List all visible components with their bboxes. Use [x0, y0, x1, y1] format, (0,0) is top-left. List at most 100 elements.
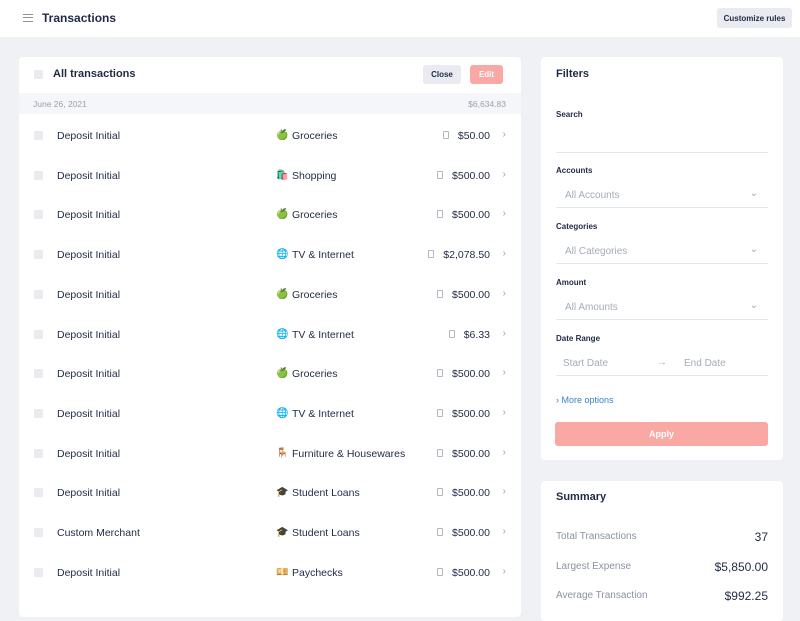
- more-options-text: More options: [561, 395, 614, 405]
- note-icon: [437, 369, 443, 378]
- summary-value: 37: [754, 530, 768, 544]
- merchant: Deposit Initial: [57, 130, 121, 142]
- page-title: Transactions: [42, 11, 117, 25]
- transaction-row[interactable]: Custom Merchant 🎓 Student Loans $500.00 ›: [19, 513, 521, 552]
- category-icon: 🍏: [276, 209, 289, 221]
- transaction-row[interactable]: Deposit Initial 🍏 Groceries $500.00 ›: [19, 275, 521, 314]
- amount-label: Amount: [556, 278, 587, 287]
- filters-title: Filters: [556, 68, 590, 80]
- row-checkbox[interactable]: [34, 289, 43, 299]
- categories-label: Categories: [556, 222, 598, 231]
- end-date: End Date: [684, 358, 726, 369]
- category: Groceries: [292, 130, 338, 142]
- categories-select[interactable]: All Categories ⌄: [556, 238, 768, 264]
- transaction-row[interactable]: Deposit Initial 🌐 TV & Internet $2,078.50 ›: [19, 235, 521, 274]
- accounts-select[interactable]: All Accounts ⌄: [556, 182, 768, 208]
- summary-value: $5,850.00: [714, 559, 768, 574]
- merchant: Deposit Initial: [57, 487, 121, 500]
- chevron: ›: [502, 207, 507, 220]
- merchant: Deposit Initial: [57, 249, 121, 262]
- apply-button[interactable]: Apply: [555, 422, 768, 446]
- top-bar: Transactions Customize rules: [0, 0, 800, 37]
- category-icon: 🍏: [276, 368, 289, 380]
- category-icon: 🎓: [276, 527, 289, 538]
- note-icon: [437, 210, 443, 219]
- row-checkbox[interactable]: [34, 488, 43, 498]
- merchant: Deposit Initial: [57, 566, 121, 579]
- transaction-row[interactable]: Deposit Initial 🍏 Groceries $500.00 ›: [19, 354, 521, 393]
- row-checkbox[interactable]: [34, 329, 43, 339]
- merchant: Deposit Initial: [57, 169, 121, 182]
- amount: $500.00: [452, 407, 490, 420]
- category: Shopping: [292, 169, 337, 182]
- search-input[interactable]: [556, 127, 768, 153]
- transaction-row[interactable]: Deposit Initial 🎓 Student Loans $500.00 ›: [19, 473, 521, 512]
- more-options[interactable]: › More options: [556, 395, 614, 405]
- category-icon: 🌐: [276, 249, 289, 261]
- note-icon: [437, 567, 443, 576]
- row-checkbox[interactable]: [34, 448, 43, 458]
- chevron: ›: [502, 167, 507, 180]
- category: TV & Internet: [292, 328, 354, 341]
- note-icon: [437, 170, 443, 179]
- merchant: Deposit Initial: [57, 288, 121, 301]
- amount-select[interactable]: All Amounts ⌄: [556, 294, 768, 320]
- chevron: ›: [502, 286, 507, 299]
- note-icon: [437, 289, 443, 298]
- transaction-row[interactable]: Deposit Initial 💴 Paychecks $500.00 ›: [19, 553, 521, 592]
- transaction-row[interactable]: Deposit Initial 🪑 Furniture & Housewares $5…: [19, 434, 521, 473]
- close-button[interactable]: Close: [423, 65, 461, 84]
- category: TV & Internet: [292, 407, 354, 420]
- row-checkbox[interactable]: [34, 170, 43, 180]
- amount: $500.00: [452, 209, 490, 222]
- edit-button[interactable]: Edit: [470, 65, 503, 84]
- category: Student Loans: [292, 487, 360, 500]
- transaction-row[interactable]: Deposit Initial 🍏 Groceries $50.00 ›: [19, 116, 521, 155]
- row-checkbox[interactable]: [34, 408, 43, 418]
- date-group: June 26, 2021 $6,634.83: [19, 93, 521, 114]
- menu-icon[interactable]: [23, 14, 33, 22]
- categories-value: All Categories: [565, 246, 628, 257]
- chevron: ›: [502, 326, 507, 339]
- start-date: Start Date: [563, 358, 609, 369]
- transaction-row[interactable]: Deposit Initial 🛍️ Shopping $500.00 ›: [19, 156, 521, 195]
- row-checkbox[interactable]: [34, 210, 43, 220]
- transaction-row[interactable]: Deposit Initial 🍏 Groceries $500.00 ›: [19, 195, 521, 234]
- category-icon: 🪑: [276, 447, 289, 459]
- row-checkbox[interactable]: [34, 250, 43, 260]
- chevron: ›: [502, 128, 507, 140]
- chevron: ›: [502, 445, 507, 458]
- row-checkbox[interactable]: [34, 131, 43, 140]
- amount: $500.00: [452, 368, 490, 381]
- category: Furniture & Housewares: [292, 447, 406, 460]
- chevron: ›: [502, 366, 507, 379]
- category: Groceries: [292, 368, 338, 381]
- group-date: June 26, 2021: [33, 99, 87, 109]
- note-icon: [428, 250, 434, 259]
- amount: $6.33: [463, 328, 490, 341]
- group-total: $6,634.83: [468, 99, 506, 109]
- accounts-label: Accounts: [556, 166, 593, 175]
- transaction-row[interactable]: Deposit Initial 🌐 TV & Internet $500.00 ›: [19, 394, 521, 433]
- category-icon: 💴: [276, 566, 289, 578]
- accounts-value: All Accounts: [565, 190, 620, 201]
- row-checkbox[interactable]: [34, 567, 43, 577]
- customize-button[interactable]: Customize rules: [717, 8, 792, 28]
- amount: $500.00: [452, 169, 490, 182]
- row-checkbox[interactable]: [34, 528, 43, 537]
- row-checkbox[interactable]: [34, 369, 43, 379]
- amount: $500.00: [452, 487, 490, 500]
- category-icon: 🌐: [276, 407, 289, 419]
- category-icon: 🎓: [276, 487, 289, 499]
- summary-label: Largest Expense: [556, 560, 632, 572]
- date-range-input[interactable]: Start Date → End Date: [556, 350, 768, 376]
- amount: $500.00: [452, 447, 490, 460]
- transaction-row[interactable]: Deposit Initial 🌐 TV & Internet $6.33 ›: [19, 315, 521, 354]
- filters-card: Filters Search Accounts All Accounts ⌄ Ca…: [541, 57, 783, 460]
- merchant: Custom Merchant: [57, 527, 140, 539]
- amount: $2,078.50: [443, 249, 490, 262]
- note-icon: [437, 488, 443, 497]
- select-all[interactable]: [34, 70, 43, 79]
- category: TV & Internet: [292, 249, 354, 262]
- merchant: Deposit Initial: [57, 328, 121, 341]
